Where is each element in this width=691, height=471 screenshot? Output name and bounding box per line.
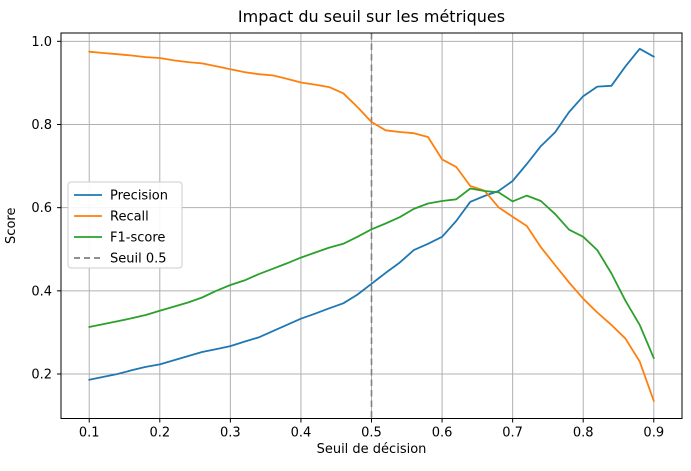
legend-label-seuil-0.5: Seuil 0.5 xyxy=(110,252,167,267)
x-tick-label: 0.9 xyxy=(643,426,664,441)
legend-box xyxy=(67,181,183,269)
x-tick-labels: 0.1 0.2 0.3 0.4 0.5 0.6 0.7 0.8 0.9 xyxy=(79,426,664,441)
series-lines xyxy=(88,47,655,402)
legend-label-f1-score: F1-score xyxy=(110,231,165,246)
x-tick-label: 0.6 xyxy=(432,426,453,441)
legend-label-recall: Recall xyxy=(110,210,149,225)
x-tick-label: 0.1 xyxy=(79,426,100,441)
legend: Precision Recall F1-score Seuil 0.5 xyxy=(67,181,183,269)
y-tick-label: 0.2 xyxy=(31,368,52,383)
y-axis-label: Score xyxy=(4,208,19,244)
x-tick-label: 0.8 xyxy=(573,426,594,441)
legend-label-precision: Precision xyxy=(110,189,168,204)
y-tick-label: 1.0 xyxy=(31,35,52,50)
y-tick-label: 0.4 xyxy=(31,284,52,299)
series-line-f1-score xyxy=(88,187,655,360)
y-tick-label: 0.6 xyxy=(31,201,52,216)
x-tick-label: 0.7 xyxy=(502,426,523,441)
x-tick-label: 0.2 xyxy=(149,426,170,441)
x-tick-label: 0.3 xyxy=(220,426,241,441)
chart-title: Impact du seuil sur les métriques xyxy=(238,7,505,26)
series-line-precision xyxy=(88,47,655,381)
y-tick-labels: 0.2 0.4 0.6 0.8 1.0 xyxy=(31,35,52,383)
x-tick-label: 0.5 xyxy=(361,426,382,441)
x-tick-label: 0.4 xyxy=(291,426,312,441)
axis-ticks xyxy=(57,40,655,423)
series-line-recall xyxy=(88,50,655,402)
x-axis-label: Seuil de décision xyxy=(317,442,427,457)
y-tick-label: 0.8 xyxy=(31,118,52,133)
